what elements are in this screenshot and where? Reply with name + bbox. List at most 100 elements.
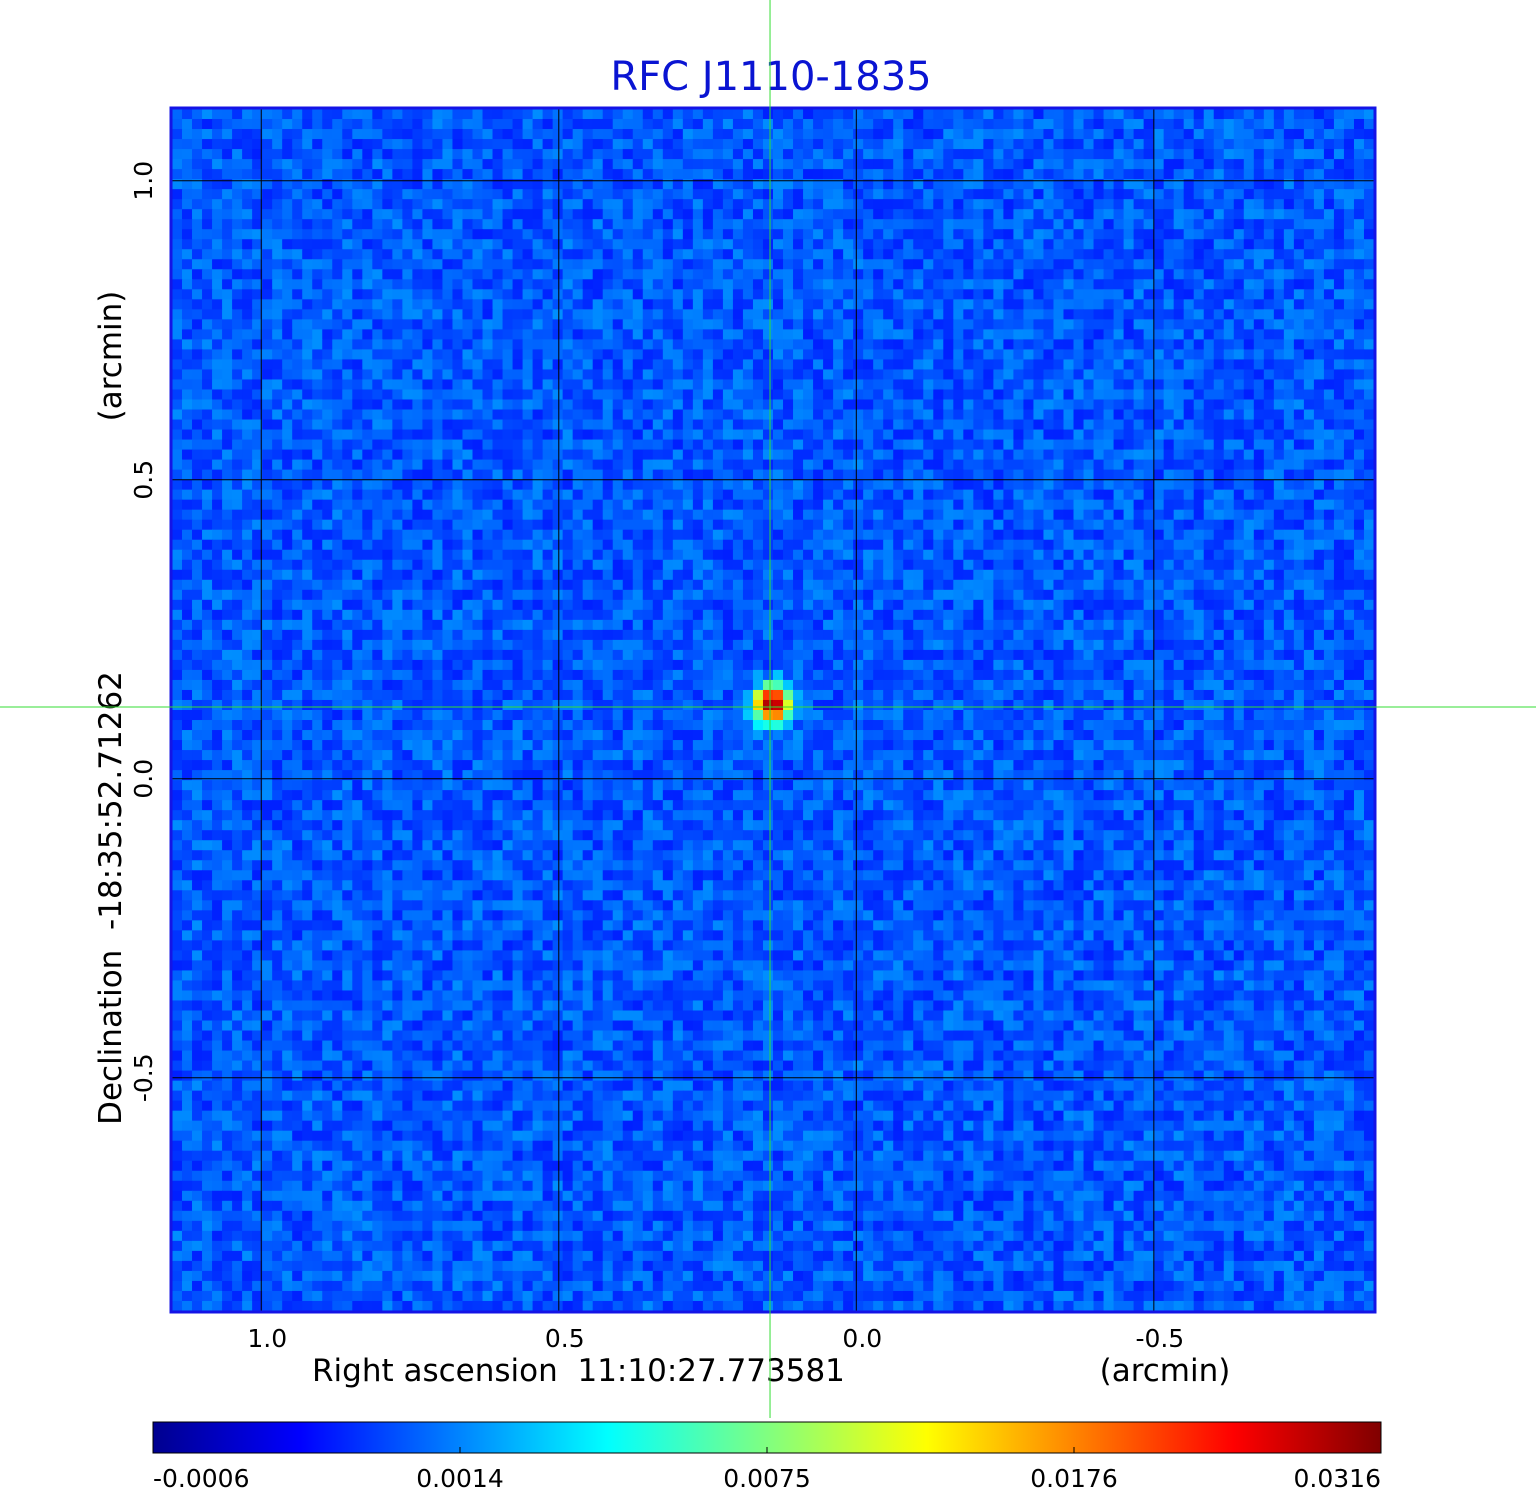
image-pixel	[362, 169, 373, 180]
image-pixel	[1153, 509, 1165, 521]
image-pixel	[1193, 159, 1205, 170]
image-pixel	[582, 179, 594, 190]
image-pixel	[752, 359, 764, 371]
image-pixel	[732, 379, 744, 391]
image-pixel	[1083, 359, 1095, 371]
image-pixel	[442, 339, 454, 350]
image-pixel	[843, 279, 854, 290]
image-pixel	[1203, 379, 1215, 391]
image-pixel	[332, 409, 343, 421]
image-pixel	[873, 509, 884, 521]
image-pixel	[883, 479, 894, 491]
image-pixel	[1293, 139, 1305, 150]
image-pixel	[392, 469, 403, 481]
image-pixel	[1033, 509, 1045, 521]
image-pixel	[773, 289, 784, 300]
image-pixel	[983, 429, 994, 441]
image-pixel	[472, 499, 484, 511]
image-pixel	[1333, 139, 1345, 150]
image-pixel	[1283, 239, 1295, 250]
image-pixel	[1353, 289, 1365, 300]
image-pixel	[843, 139, 854, 150]
image-pixel	[572, 479, 584, 491]
image-pixel	[452, 229, 464, 240]
image-pixel	[282, 499, 293, 511]
image-pixel	[1093, 359, 1105, 371]
image-pixel	[813, 169, 824, 180]
image-pixel	[973, 259, 984, 270]
image-pixel	[1343, 439, 1355, 451]
image-pixel	[883, 449, 894, 461]
image-pixel	[752, 399, 764, 411]
image-pixel	[442, 489, 454, 501]
image-pixel	[172, 289, 183, 300]
image-pixel	[732, 419, 744, 431]
image-pixel	[1043, 349, 1055, 361]
image-pixel	[893, 309, 904, 320]
image-pixel	[282, 299, 293, 310]
image-pixel	[1243, 199, 1255, 210]
image-pixel	[923, 379, 934, 391]
image-pixel	[833, 339, 844, 350]
image-pixel	[622, 279, 634, 290]
image-pixel	[452, 429, 464, 441]
image-pixel	[182, 279, 193, 290]
image-pixel	[1293, 159, 1305, 170]
image-pixel	[1203, 309, 1215, 320]
image-pixel	[732, 229, 744, 240]
image-pixel	[833, 149, 844, 160]
image-pixel	[412, 339, 424, 350]
image-pixel	[983, 109, 994, 120]
image-pixel	[232, 229, 243, 240]
image-pixel	[672, 399, 684, 411]
image-pixel	[722, 259, 734, 270]
image-pixel	[1133, 229, 1145, 240]
image-pixel	[512, 269, 524, 280]
image-pixel	[582, 379, 594, 391]
image-pixel	[1193, 459, 1205, 471]
image-pixel	[1083, 339, 1095, 350]
image-pixel	[1073, 279, 1085, 290]
image-pixel	[372, 149, 383, 160]
image-pixel	[1293, 489, 1305, 501]
image-pixel	[412, 189, 424, 200]
image-pixel	[372, 239, 383, 250]
image-pixel	[793, 209, 804, 220]
image-pixel	[773, 249, 784, 260]
image-pixel	[722, 179, 734, 190]
image-pixel	[973, 489, 984, 501]
image-pixel	[823, 439, 834, 451]
image-pixel	[462, 429, 474, 441]
image-plot[interactable]	[172, 109, 1375, 1312]
image-pixel	[1073, 289, 1085, 300]
image-pixel	[602, 359, 614, 371]
image-pixel	[752, 499, 764, 511]
image-pixel	[1043, 309, 1055, 320]
image-pixel	[1253, 439, 1265, 451]
image-pixel	[742, 349, 754, 361]
image-pixel	[382, 469, 393, 481]
image-pixel	[552, 459, 564, 471]
image-pixel	[492, 459, 504, 471]
image-pixel	[1103, 369, 1115, 381]
image-pixel	[242, 489, 253, 501]
image-pixel	[212, 459, 223, 471]
image-pixel	[352, 139, 363, 150]
image-pixel	[1073, 119, 1085, 130]
image-pixel	[1203, 459, 1215, 471]
image-pixel	[1263, 509, 1275, 521]
image-pixel	[943, 469, 954, 481]
image-pixel	[582, 299, 594, 310]
image-pixel	[442, 279, 454, 290]
image-pixel	[482, 109, 494, 120]
image-pixel	[903, 259, 914, 270]
image-pixel	[422, 489, 434, 501]
image-pixel	[833, 429, 844, 441]
image-pixel	[923, 329, 934, 340]
image-pixel	[1203, 109, 1215, 120]
image-pixel	[1173, 169, 1185, 180]
image-pixel	[592, 299, 604, 310]
image-pixel	[1083, 129, 1095, 140]
image-pixel	[1273, 139, 1285, 150]
image-pixel	[222, 169, 233, 180]
